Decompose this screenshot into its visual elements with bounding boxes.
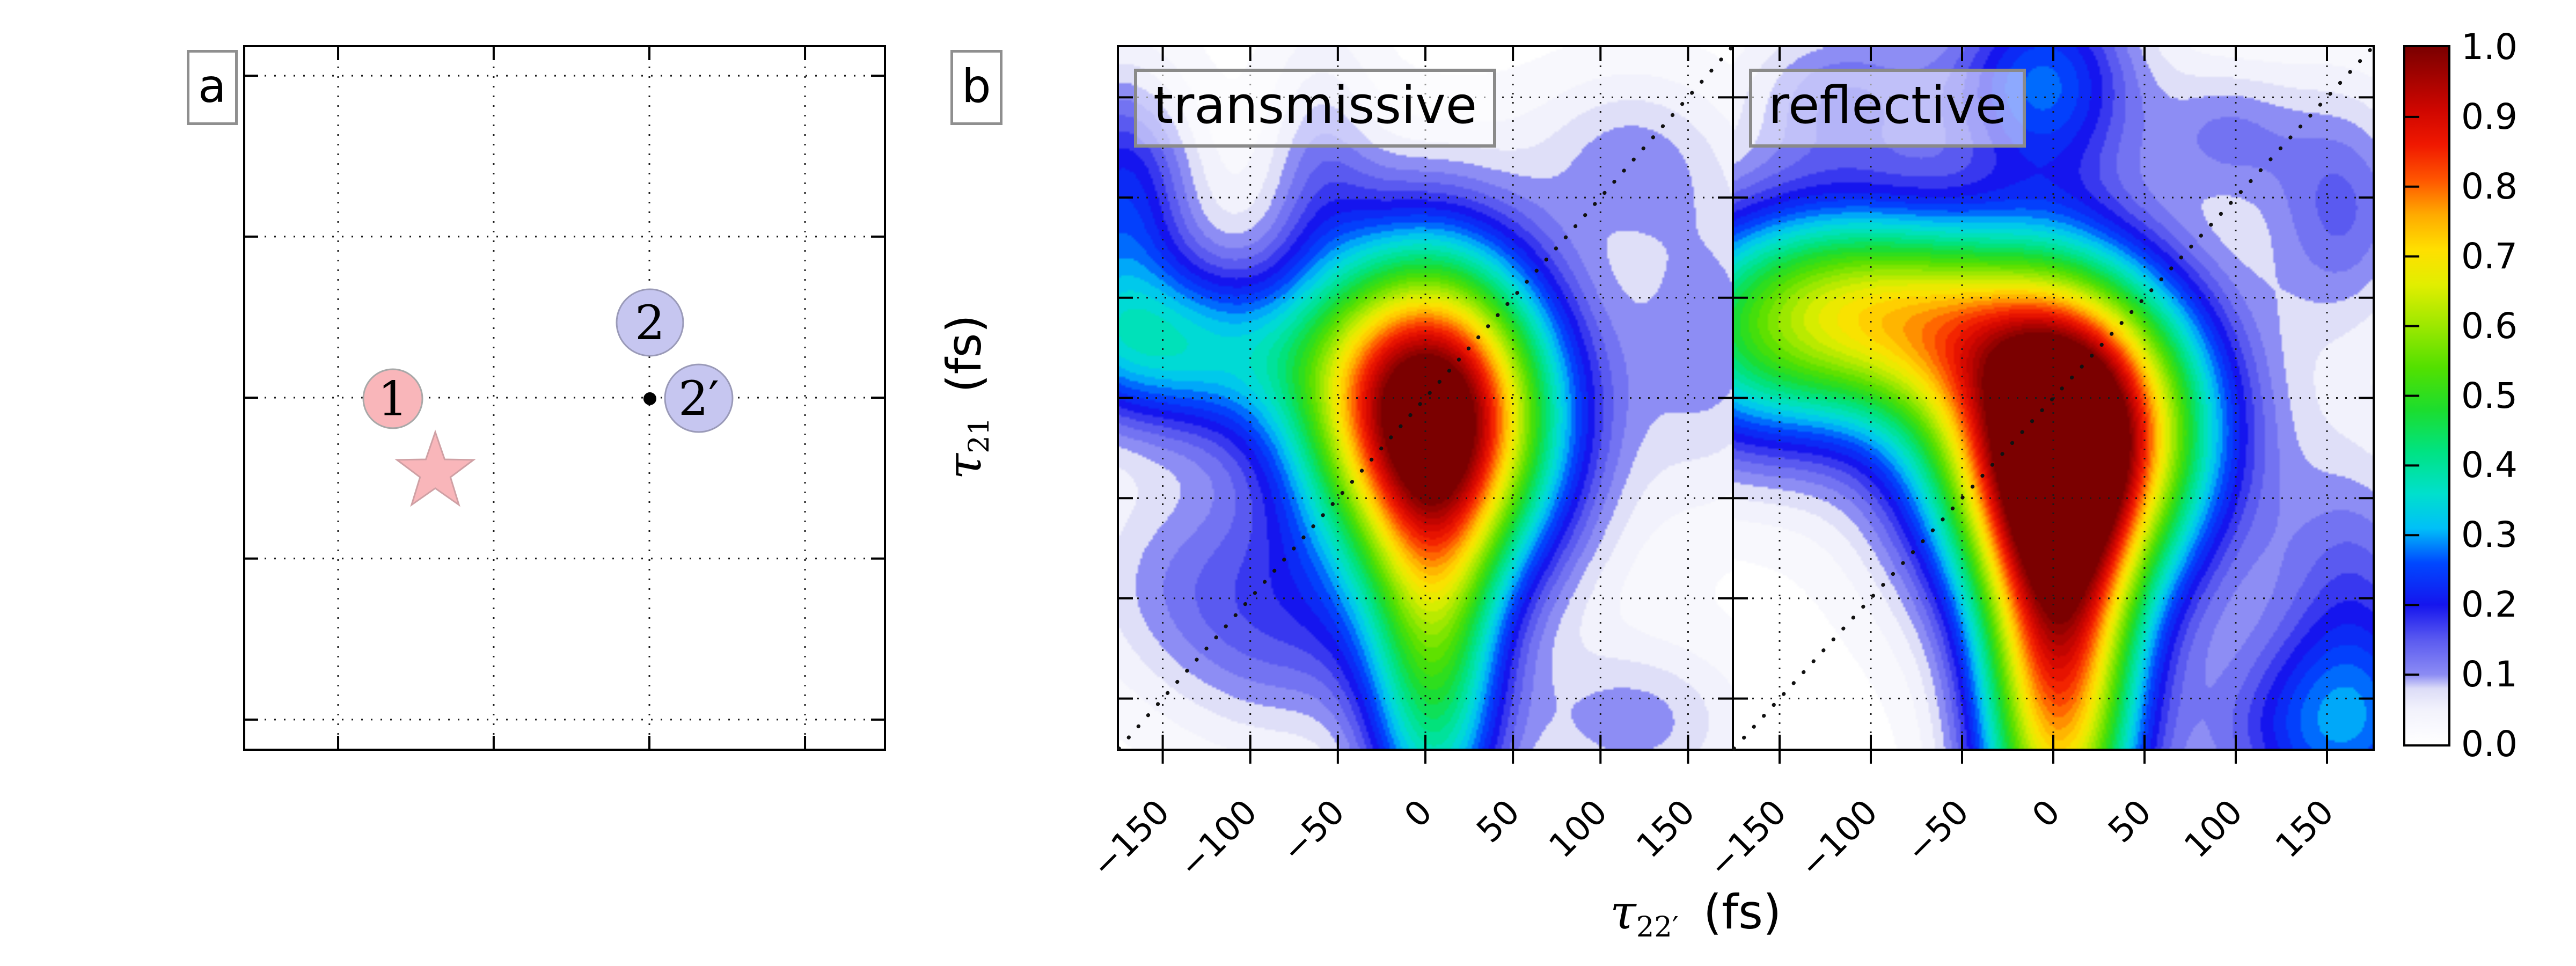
transmissive-badge: transmissive [1134,69,1497,148]
x-tick-label: −150 [1701,792,1794,885]
panel-b-letter: b [962,60,991,113]
x-axis-label: τ22′ (fs) [1610,884,1781,943]
heatmap-reflective-overlay: −150−100 −50 0 50 100 150 [1701,45,2375,885]
x-tick-label: 100 [2177,792,2250,866]
star-marker [394,429,476,507]
colorbar-label: 0.3 [2461,514,2518,556]
colorbar [2403,45,2450,747]
schematic-drawing: 1 22′ [245,47,884,749]
colorbar-label: 0.7 [2461,235,2518,277]
colorbar-ticks [2405,115,2419,676]
colorbar-label: 0.5 [2461,375,2518,416]
transmissive-label: transmissive [1153,76,1477,135]
colorbar-label: 1.0 [2461,26,2518,68]
x-tick-label: −50 [1898,792,1977,870]
y-axis-label: τ21 (fs) [936,258,996,537]
x-tick-label: 150 [2268,792,2341,866]
heatmap-transmissive-overlay: −150−100 −50 0 50 100 150 [1084,45,1734,885]
site-1-circle [362,368,423,429]
heatmap-reflective: −150 −100 −50 0 50 100 150 reflective [1701,45,2375,885]
x-tick-label: −100 [1171,792,1264,885]
site-2prime-circle [664,363,734,433]
colorbar-label: 0.1 [2461,654,2518,696]
origin-dot [643,392,657,405]
schematic-panel: 1 2 2′ [243,45,886,751]
colorbar-label: 0.2 [2461,584,2518,626]
x-tick-label: 0 [2025,792,2068,835]
reflective-badge: reflective [1749,69,2026,148]
x-axis-tau: τ [1610,884,1636,940]
y-axis-unit: (fs) [936,314,992,393]
panel-a-tag: a [187,50,238,125]
panel-b-tag: b [950,50,1002,125]
x-axis-unit: (fs) [1703,884,1782,940]
panel-a-letter: a [198,60,226,113]
diagonal-line [1732,45,2375,751]
x-tick-label: −50 [1274,792,1352,870]
colorbar-label: 0.4 [2461,444,2518,486]
site-label: 2′ [678,371,719,426]
colorbar-label: 0.0 [2461,723,2518,765]
reflective-label: reflective [1768,76,2007,135]
x-tick-label: 50 [2101,792,2158,850]
x-tick-label: 100 [1541,792,1615,866]
colorbar-label: 0.6 [2461,305,2518,347]
x-tick-label: −150 [1084,792,1177,885]
colorbar-label: 0.8 [2461,165,2518,207]
heatmap-transmissive: −150 −100 −50 0 50 100 150 transmissive [1084,45,1734,885]
x-tick-label: 150 [1629,792,1702,866]
grid [1119,47,1732,749]
x-tick-label: 50 [1469,792,1527,850]
x-tick-label: −100 [1792,792,1885,885]
colorbar-label: 0.9 [2461,96,2518,137]
site-label: 1 [378,371,408,427]
x-tick-label: 0 [1397,792,1440,835]
site-label: 2 [635,295,665,350]
site-2-circle [616,288,684,357]
y-axis-tau: τ [936,453,992,480]
y-axis-subscript: 21 [962,417,996,453]
x-axis-subscript: 22′ [1636,910,1679,943]
